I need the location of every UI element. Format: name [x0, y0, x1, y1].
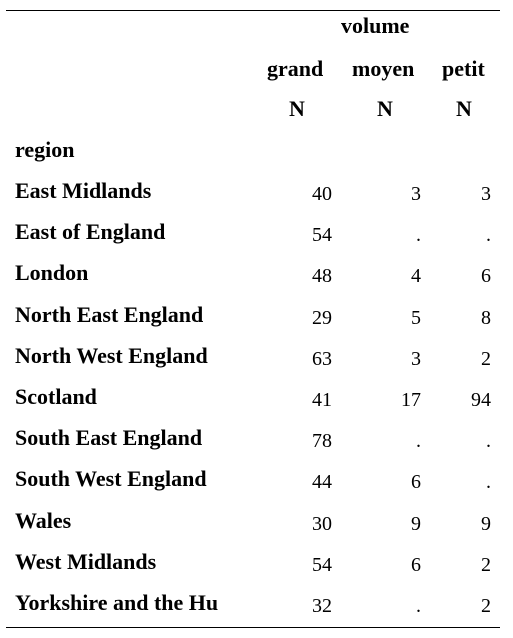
cell-grand: 44: [312, 471, 332, 493]
cell-moyen: 3: [411, 348, 421, 370]
cell-petit: 3: [481, 183, 491, 205]
cell-moyen: 3: [411, 183, 421, 205]
cell-moyen: 5: [411, 307, 421, 329]
cell-moyen: 9: [411, 513, 421, 535]
stat-header-moyen: N: [377, 96, 393, 121]
cell-moyen: 6: [411, 471, 421, 493]
cell-grand: 54: [312, 224, 332, 246]
row-label: North East England: [15, 302, 204, 327]
stat-header-petit: N: [456, 96, 472, 121]
cell-moyen: 6: [411, 554, 421, 576]
cell-petit: 2: [481, 348, 491, 370]
row-label: South West England: [15, 466, 207, 491]
row-label: Wales: [15, 508, 72, 533]
cell-grand: 41: [312, 389, 332, 411]
cell-petit: 2: [481, 554, 491, 576]
cell-moyen: 4: [411, 265, 421, 287]
table-bottom-rule: [6, 627, 500, 628]
cell-grand: 54: [312, 554, 332, 576]
row-label: East Midlands: [15, 178, 152, 203]
row-label: South East England: [15, 425, 203, 450]
cell-moyen: 17: [401, 389, 421, 411]
row-label: London: [15, 260, 89, 285]
cell-petit: 9: [481, 513, 491, 535]
spanner-header: volume: [341, 13, 410, 38]
cell-moyen: .: [416, 595, 421, 617]
column-header-moyen: moyen: [352, 56, 415, 81]
cell-petit: .: [486, 224, 491, 246]
cell-grand: 30: [312, 513, 332, 535]
cell-moyen: .: [416, 430, 421, 452]
cell-petit: .: [486, 430, 491, 452]
column-header-grand: grand: [267, 56, 324, 81]
cell-grand: 32: [312, 595, 332, 617]
cell-petit: 2: [481, 595, 491, 617]
cell-moyen: .: [416, 224, 421, 246]
cell-grand: 40: [312, 183, 332, 205]
row-label: West Midlands: [15, 549, 157, 574]
cell-petit: .: [486, 471, 491, 493]
stat-header-grand: N: [289, 96, 305, 121]
row-variable-header: region: [15, 137, 75, 162]
row-label: Scotland: [15, 384, 97, 409]
cell-petit: 6: [481, 265, 491, 287]
row-label: Yorkshire and the Hu: [15, 590, 219, 615]
cell-petit: 8: [481, 307, 491, 329]
column-header-petit: petit: [442, 56, 485, 81]
table-top-rule: [6, 10, 500, 11]
cell-grand: 48: [312, 265, 332, 287]
cell-petit: 94: [471, 389, 491, 411]
row-label: North West England: [15, 343, 208, 368]
cell-grand: 63: [312, 348, 332, 370]
cell-grand: 78: [312, 430, 332, 452]
row-label: East of England: [15, 219, 166, 244]
cell-grand: 29: [312, 307, 332, 329]
